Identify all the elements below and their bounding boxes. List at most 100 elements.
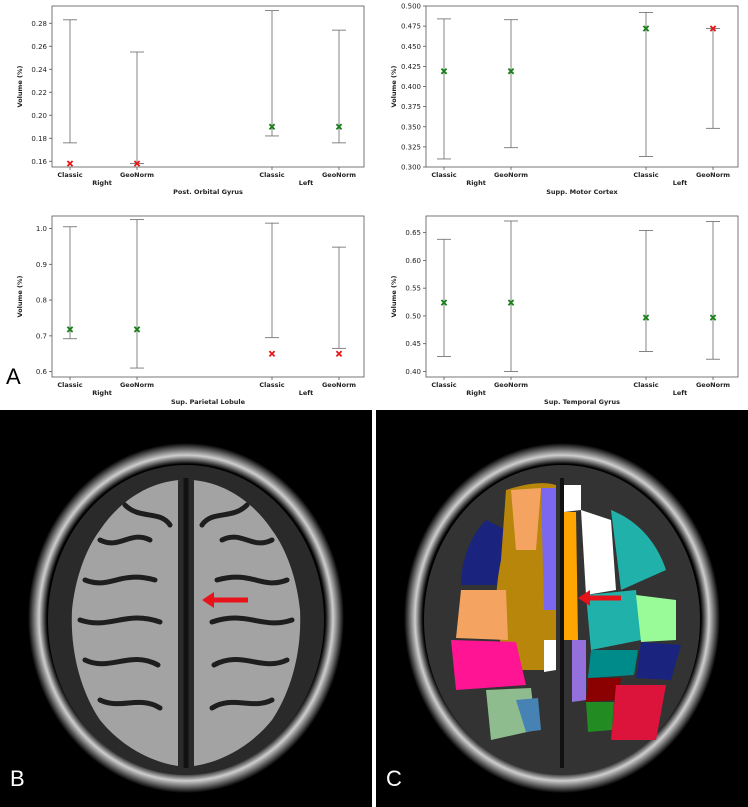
plot-frame xyxy=(425,5,739,168)
data-point-marker xyxy=(709,314,717,321)
y-tick-label: 0.55 xyxy=(405,285,421,293)
x-category-label: GeoNorm xyxy=(322,381,356,389)
arrow-icon xyxy=(202,592,248,608)
x-group-label: Left xyxy=(299,179,314,187)
sulci xyxy=(77,502,295,711)
data-point-marker xyxy=(507,299,515,306)
y-tick-label: 0.28 xyxy=(31,20,47,28)
data-point-marker xyxy=(268,123,276,130)
y-tick-label: 0.16 xyxy=(31,158,47,166)
x-group-label: Right xyxy=(92,179,112,187)
data-point-marker xyxy=(335,350,343,357)
x-category-label: GeoNorm xyxy=(322,171,356,179)
chart-supp-motor-cortex: 0.300 0.325 0.350 0.375 0.400 0.425 0.450 0.475… xyxy=(374,0,748,200)
data-point-marker xyxy=(642,25,650,32)
chart-title: Sup. Temporal Gyrus xyxy=(544,398,620,406)
y-tick-label: 0.350 xyxy=(401,123,421,131)
x-group-label: Right xyxy=(466,389,486,397)
x-category-label: Classic xyxy=(259,381,284,389)
x-category-label: GeoNorm xyxy=(696,381,730,389)
y-tick-label: 0.450 xyxy=(401,43,421,51)
y-tick-label: 0.65 xyxy=(405,229,421,237)
plot-frame xyxy=(51,5,365,168)
chart-sup-temporal-gyrus: 0.40 0.45 0.50 0.55 0.60 0.65 Volume (%) Classi… xyxy=(374,210,748,410)
segmentation-left xyxy=(451,483,556,740)
y-tick-label: 1.0 xyxy=(36,225,47,233)
chart-title: Post. Orbital Gyrus xyxy=(173,188,243,196)
y-tick-label: 0.18 xyxy=(31,135,47,143)
data-point-marker xyxy=(66,160,74,167)
x-group-label: Left xyxy=(673,179,688,187)
panel-label-c: C xyxy=(386,766,402,791)
x-category-label: Classic xyxy=(431,381,456,389)
x-category-label: GeoNorm xyxy=(120,381,154,389)
data-point-marker xyxy=(507,67,515,75)
y-tick-label: 0.7 xyxy=(36,332,47,340)
data-point-marker xyxy=(268,350,276,357)
panel-label-a: A xyxy=(6,364,21,389)
x-category-label: GeoNorm xyxy=(120,171,154,179)
x-category-label: GeoNorm xyxy=(494,381,528,389)
data-point-marker xyxy=(335,123,343,130)
plot-frame xyxy=(51,215,365,378)
y-tick-label: 0.325 xyxy=(401,143,421,151)
y-tick-label: 0.26 xyxy=(31,43,47,51)
y-tick-label: 0.40 xyxy=(405,368,421,376)
y-tick-label: 0.425 xyxy=(401,63,421,71)
chart-title: Sup. Parietal Lobule xyxy=(171,398,246,406)
x-category-label: Classic xyxy=(633,171,658,179)
chart-title: Supp. Motor Cortex xyxy=(546,188,618,196)
y-tick-label: 0.400 xyxy=(401,83,421,91)
gyri-left xyxy=(71,480,180,766)
x-category-label: Classic xyxy=(57,171,82,179)
chart-sup-parietal-lobule: 0.6 0.7 0.8 0.9 1.0 Volume (%) Classic GeoNorm C… xyxy=(0,210,374,410)
x-group-label: Left xyxy=(299,389,314,397)
y-tick-label: 0.24 xyxy=(31,66,47,74)
y-axis-label: Volume (%) xyxy=(390,66,398,108)
segmentation-right xyxy=(564,485,681,740)
mri-axial-slice xyxy=(28,443,344,793)
data-point-marker xyxy=(642,314,650,321)
y-tick-label: 0.60 xyxy=(405,257,421,265)
chart-svg: 0.16 0.18 0.20 0.22 0.24 0.26 0.28 Volume (%) Cl… xyxy=(16,5,365,196)
y-tick-label: 0.500 xyxy=(401,3,421,11)
chart-svg: 0.6 0.7 0.8 0.9 1.0 Volume (%) Classic GeoNorm C… xyxy=(16,215,365,406)
y-tick-label: 0.8 xyxy=(36,297,47,305)
data-point-marker xyxy=(440,299,448,306)
data-point-marker xyxy=(133,160,141,167)
chart-post-orbital-gyrus: 0.16 0.18 0.20 0.22 0.24 0.26 0.28 Volume (%) Cl… xyxy=(0,0,374,200)
y-tick-label: 0.375 xyxy=(401,103,421,111)
mri-panel-b: B xyxy=(0,410,372,807)
data-point-marker xyxy=(440,67,448,75)
y-axis-label: Volume (%) xyxy=(16,276,24,318)
y-tick-label: 0.22 xyxy=(31,89,47,97)
chart-svg: 0.300 0.325 0.350 0.375 0.400 0.425 0.450 0.475… xyxy=(390,3,739,196)
data-point-marker xyxy=(66,326,74,333)
mri-panel-c: C xyxy=(376,410,748,807)
y-tick-label: 0.6 xyxy=(36,368,48,376)
y-tick-label: 0.50 xyxy=(405,312,421,320)
x-category-label: Classic xyxy=(259,171,284,179)
panel-label-b: B xyxy=(10,766,25,791)
gyri-right xyxy=(192,480,301,766)
x-group-label: Left xyxy=(673,389,688,397)
y-tick-label: 0.9 xyxy=(36,261,47,269)
x-category-label: GeoNorm xyxy=(494,171,528,179)
mri-segmentation-slice xyxy=(404,443,720,793)
data-point-marker xyxy=(133,326,141,333)
x-category-label: Classic xyxy=(431,171,456,179)
y-axis-label: Volume (%) xyxy=(390,276,398,318)
x-group-label: Right xyxy=(92,389,112,397)
x-category-label: GeoNorm xyxy=(696,171,730,179)
data-point-marker xyxy=(709,25,717,32)
y-tick-label: 0.45 xyxy=(405,340,421,348)
arrow-icon xyxy=(578,590,621,606)
y-axis-label: Volume (%) xyxy=(16,66,24,108)
y-tick-label: 0.300 xyxy=(401,164,421,172)
x-category-label: Classic xyxy=(57,381,82,389)
x-group-label: Right xyxy=(466,179,486,187)
y-tick-label: 0.475 xyxy=(401,23,421,31)
plot-frame xyxy=(425,215,739,378)
y-tick-label: 0.20 xyxy=(31,112,47,120)
x-category-label: Classic xyxy=(633,381,658,389)
